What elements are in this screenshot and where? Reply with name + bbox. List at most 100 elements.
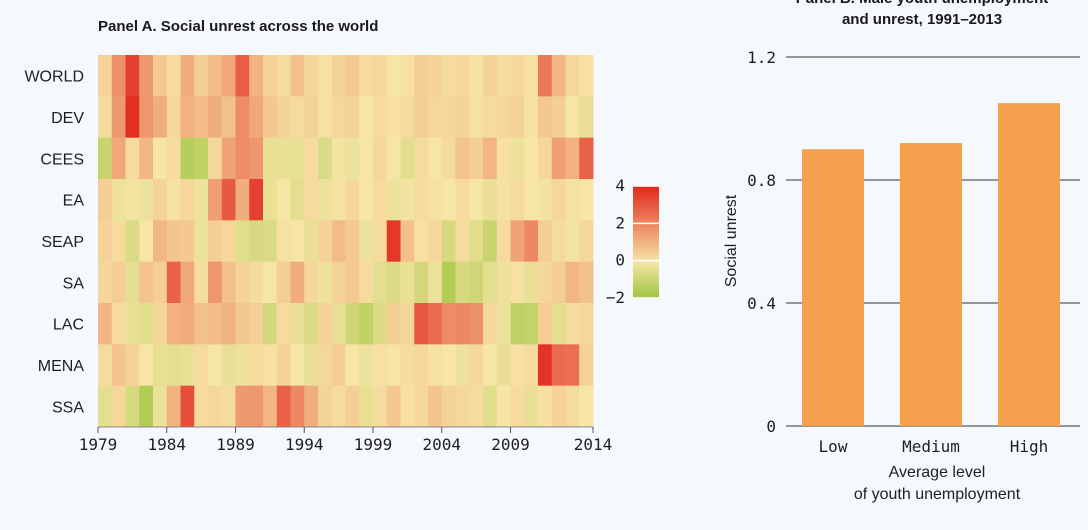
heatmap-cell — [125, 179, 140, 221]
colorbar-segment — [633, 228, 659, 232]
heatmap-cell — [441, 303, 456, 345]
heatmap-cell — [455, 303, 470, 345]
heatmap-cell — [414, 385, 429, 428]
x-category-label: Low — [819, 437, 848, 456]
heatmap-cell — [551, 344, 566, 387]
heatmap-cell — [538, 179, 553, 221]
heatmap-cell — [153, 344, 168, 387]
heatmap-cell — [359, 179, 374, 221]
heatmap-cell — [304, 220, 319, 263]
heatmap-cell — [510, 261, 525, 304]
panel-a-title: Panel A. Social unrest across the world — [98, 18, 379, 35]
x-tick-label: 2014 — [574, 435, 613, 454]
heatmap-cell — [579, 137, 594, 180]
colorbar-segment — [633, 253, 659, 257]
heatmap-cell — [208, 55, 223, 97]
heatmap-cell — [249, 179, 264, 221]
heatmap-cell — [221, 303, 236, 345]
colorbar-tick-label: 4 — [615, 176, 625, 195]
panel-b-title-line1: Panel B. Male youth unemployment — [752, 0, 1088, 9]
heatmap-cell — [483, 220, 498, 263]
heatmap-cell — [221, 55, 236, 97]
heatmap-cell — [496, 220, 511, 263]
heatmap-cell — [510, 55, 525, 97]
bar-medium — [900, 143, 962, 426]
heatmap-cell — [290, 96, 305, 139]
colorbar-segment — [633, 250, 659, 254]
heatmap-cell — [194, 261, 209, 304]
heatmap-cell — [496, 344, 511, 387]
heatmap-cell — [331, 137, 346, 180]
heatmap-cell — [125, 96, 140, 139]
heatmap-cell — [551, 220, 566, 263]
heatmap-cell — [386, 344, 401, 387]
heatmap-cell — [483, 261, 498, 304]
heatmap-cell — [551, 137, 566, 180]
heatmap-cell — [345, 303, 360, 345]
heatmap-cell — [166, 385, 181, 428]
heatmap-cell — [290, 303, 305, 345]
colorbar-segment — [633, 194, 659, 198]
heatmap-cell — [400, 137, 415, 180]
colorbar-segment — [633, 188, 659, 193]
heatmap-cell — [538, 220, 553, 263]
heatmap-cell — [538, 385, 553, 428]
heatmap-cell — [98, 261, 113, 304]
heatmap-cell — [263, 261, 278, 304]
heatmap-cell — [496, 55, 511, 97]
heatmap-cell — [469, 303, 484, 345]
heatmap-cell — [524, 137, 539, 180]
heatmap-cell — [538, 96, 553, 139]
heatmap-cell — [400, 385, 415, 428]
heatmap-cell — [111, 96, 126, 139]
heatmap-cell — [386, 179, 401, 221]
heatmap-cell — [538, 344, 553, 387]
heatmap-cell — [153, 55, 168, 97]
heatmap-cell — [565, 55, 580, 97]
heatmap-cell — [345, 385, 360, 428]
heatmap-cell — [208, 344, 223, 387]
heatmap-cell — [455, 55, 470, 97]
heatmap-cell — [414, 303, 429, 345]
heatmap-cell — [428, 179, 443, 221]
heatmap-cell — [331, 385, 346, 428]
heatmap-cell — [290, 344, 305, 387]
heatmap-cell — [235, 261, 250, 304]
colorbar-segment — [633, 225, 659, 229]
heatmap-cell — [414, 96, 429, 139]
heatmap-cell — [414, 261, 429, 304]
heatmap-cell — [180, 385, 195, 428]
heatmap-cell — [469, 137, 484, 180]
heatmap-cell — [263, 220, 278, 263]
heatmap-cell — [359, 303, 374, 345]
heatmap-cell — [166, 261, 181, 304]
heatmap-cell — [579, 179, 594, 221]
heatmap-cell — [98, 303, 113, 345]
heatmap-cell — [318, 96, 333, 139]
heatmap-cell — [153, 137, 168, 180]
colorbar-segment — [633, 281, 659, 285]
colorbar-segment — [633, 286, 659, 291]
heatmap-cell — [111, 303, 126, 345]
heatmap-cell — [483, 55, 498, 97]
heatmap-cell — [249, 137, 264, 180]
heatmap-cell — [318, 179, 333, 221]
heatmap-cell — [180, 344, 195, 387]
heatmap-cell — [441, 220, 456, 263]
heatmap-cell — [139, 55, 154, 97]
heatmap-cell — [290, 261, 305, 304]
heatmap-cell — [98, 55, 113, 97]
heatmap-cell — [125, 303, 140, 345]
heatmap-cell — [304, 344, 319, 387]
colorbar-segment — [633, 270, 659, 274]
colorbar-segment — [633, 222, 659, 226]
heatmap-cell — [263, 96, 278, 139]
heatmap-cell — [98, 179, 113, 221]
heatmap-cell — [565, 179, 580, 221]
heatmap-cell — [153, 385, 168, 428]
heatmap-cell — [455, 137, 470, 180]
heatmap-cell — [386, 385, 401, 428]
heatmap-cell — [235, 179, 250, 221]
heatmap-cell — [221, 385, 236, 428]
heatmap-cell — [510, 344, 525, 387]
